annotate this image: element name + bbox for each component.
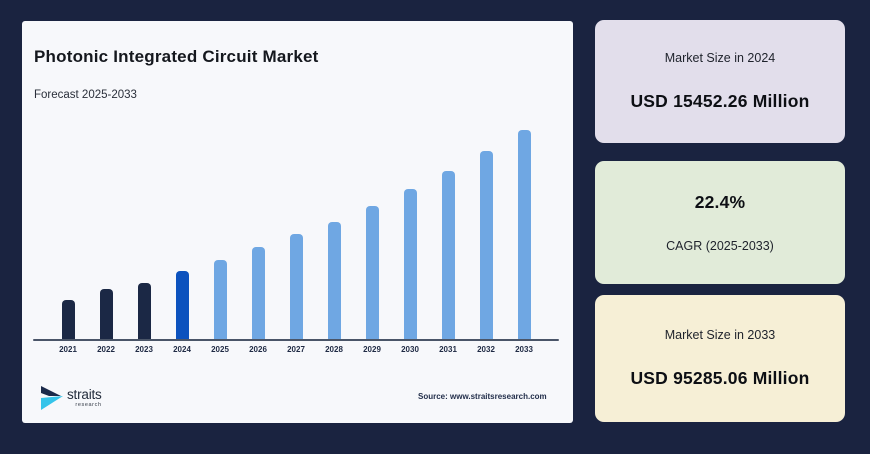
x-tick-label: 2033	[515, 345, 533, 354]
bar-2022	[99, 289, 113, 339]
stat-card-label: Market Size in 2033	[664, 328, 776, 342]
stat-card-market-size-2033: Market Size in 2033 USD 95285.06 Million	[595, 295, 845, 422]
x-tick-label: 2027	[287, 345, 305, 354]
x-tick-label: 2023	[135, 345, 153, 354]
bar-column-2021: 2021	[55, 300, 81, 355]
x-tick-label: 2032	[477, 345, 495, 354]
logo-name: straits	[67, 387, 102, 402]
stat-card-value: 22.4%	[694, 192, 746, 212]
bar-2027	[289, 234, 303, 339]
source-credit: Source: www.straitsresearch.com	[418, 392, 547, 401]
bar-2024	[175, 271, 189, 339]
x-tick-label: 2029	[363, 345, 381, 354]
bar-2025	[213, 260, 227, 339]
bar-column-2026: 2026	[245, 247, 271, 355]
stats-column: Market Size in 2024 USD 15452.26 Million…	[595, 20, 845, 422]
stat-card-value: USD 15452.26 Million	[630, 91, 810, 111]
x-tick-label: 2026	[249, 345, 267, 354]
x-tick-label: 2024	[173, 345, 191, 354]
page-title: Photonic Integrated Circuit Market	[34, 47, 319, 67]
bar-column-2029: 2029	[359, 206, 385, 355]
bar-2021	[61, 300, 75, 339]
x-tick-label: 2028	[325, 345, 343, 354]
bar-2028	[327, 222, 341, 339]
bar-column-2024: 2024	[169, 271, 195, 355]
x-tick-label: 2030	[401, 345, 419, 354]
bar-column-2032: 2032	[473, 151, 499, 355]
logo-arrow-icon	[41, 386, 63, 410]
chart-card: Photonic Integrated Circuit Market Forec…	[22, 21, 573, 423]
bar-column-2023: 2023	[131, 283, 157, 355]
bar-column-2031: 2031	[435, 171, 461, 355]
bar-column-2027: 2027	[283, 234, 309, 355]
bar-2032	[479, 151, 493, 339]
bar-column-2022: 2022	[93, 289, 119, 355]
logo-subtext: research	[75, 402, 102, 408]
bar-2023	[137, 283, 151, 339]
bar-column-2030: 2030	[397, 189, 423, 355]
x-tick-label: 2021	[59, 345, 77, 354]
x-tick-label: 2022	[97, 345, 115, 354]
stat-card-value: USD 95285.06 Million	[630, 368, 810, 388]
straits-research-logo: straits research	[40, 385, 102, 411]
bar-2030	[403, 189, 417, 339]
bar-2026	[251, 247, 265, 339]
stat-card-label: Market Size in 2024	[664, 51, 776, 65]
bar-chart: 2021 2022 2023 2024 2025 2026 2027 2028 2029 2030…	[33, 128, 559, 355]
forecast-subtitle: Forecast 2025-2033	[34, 89, 137, 101]
bar-2029	[365, 206, 379, 339]
x-tick-label: 2031	[439, 345, 457, 354]
bar-column-2025: 2025	[207, 260, 233, 355]
bar-2031	[441, 171, 455, 339]
bar-2033	[517, 130, 531, 339]
x-axis-line	[33, 339, 559, 341]
bar-column-2028: 2028	[321, 222, 347, 355]
bar-column-2033: 2033	[511, 130, 537, 355]
logo-text: straits research	[67, 388, 102, 408]
bar-chart-columns: 2021 2022 2023 2024 2025 2026 2027 2028 2029 2030…	[33, 128, 559, 355]
stat-card-market-size-2024: Market Size in 2024 USD 15452.26 Million	[595, 20, 845, 143]
stat-card-cagr: 22.4% CAGR (2025-2033)	[595, 161, 845, 284]
x-tick-label: 2025	[211, 345, 229, 354]
stat-card-label: CAGR (2025-2033)	[666, 239, 774, 253]
